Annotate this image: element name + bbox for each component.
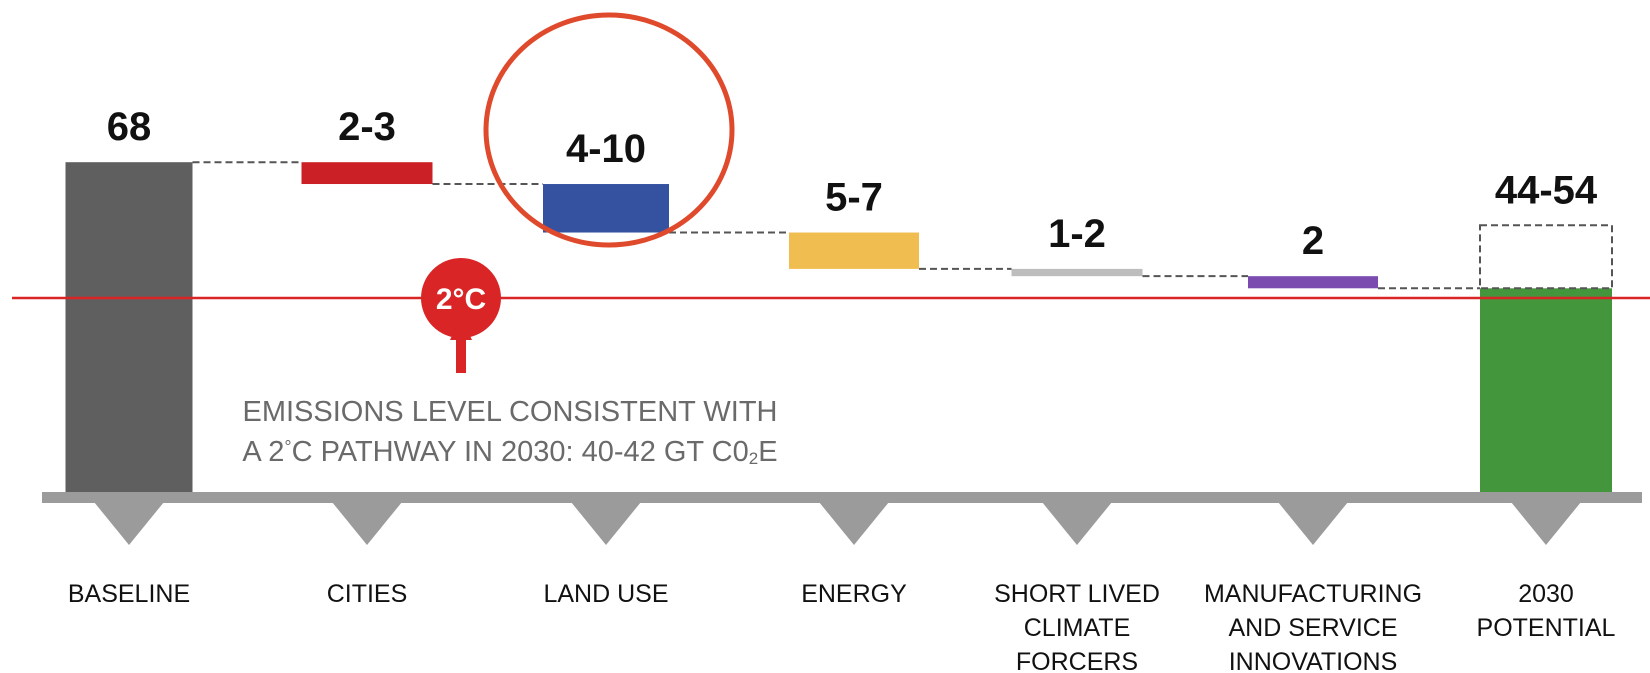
category-pointer-0 [94,502,164,545]
annotation-line-2-prefix: A 2 [242,436,284,468]
value-label-3: 5-7 [825,176,883,220]
category-label-5-1: AND SERVICE [1228,614,1397,642]
category-label-4-0: SHORT LIVED [994,580,1160,608]
value-label-6: 44-54 [1495,168,1598,212]
annotation-line-2-degree: ° [284,437,291,457]
bar-5 [1248,276,1378,289]
arrow-up-icon [450,316,472,340]
highlight-circle-land-use [483,12,735,248]
annotation-line-2: A 2°C PATHWAY IN 2030: 40-42 GT C02E [242,436,777,468]
value-label-2: 4-10 [566,127,646,171]
category-pointer-5 [1278,502,1348,545]
category-label-2-0: LAND USE [543,580,668,608]
value-label-1: 2-3 [338,105,396,149]
arrow-up-icon-shaft [456,340,466,373]
bar-1 [301,162,433,185]
value-label-4: 1-2 [1048,212,1106,256]
category-pointer-4 [1042,502,1112,545]
category-label-0-0: BASELINE [68,580,190,608]
category-label-1-0: CITIES [327,580,408,608]
x-axis-band [42,492,1642,503]
category-label-3-0: ENERGY [801,580,907,608]
annotation-line-1: EMISSIONS LEVEL CONSISTENT WITH [243,396,778,428]
bar-2 [543,184,669,233]
range-box-6 [1479,224,1613,290]
reference-badge-label: 2°C [436,283,486,316]
category-label-6-0: 2030 [1518,580,1574,608]
annotation-line-2-sub: 2 [749,449,758,468]
reference-badge [421,258,501,338]
bar-6 [1480,288,1612,492]
category-pointer-1 [332,502,402,545]
category-label-6-1: POTENTIAL [1477,614,1616,642]
category-pointer-2 [571,502,641,545]
bar-4 [1011,268,1143,277]
category-pointer-6 [1511,502,1581,545]
category-label-4-1: CLIMATE [1024,614,1131,642]
value-label-5: 2 [1302,219,1324,263]
bar-0 [65,162,193,492]
value-label-0: 68 [107,105,152,149]
annotation-line-2-suffix: E [758,436,777,468]
bar-3 [789,232,919,269]
annotation-line-2-mid: C PATHWAY IN 2030: 40-42 GT C0 [292,436,749,468]
category-label-5-2: INNOVATIONS [1229,648,1398,673]
category-label-5-0: MANUFACTURING [1204,580,1422,608]
category-pointer-3 [819,502,889,545]
category-label-4-2: FORCERS [1016,648,1138,673]
